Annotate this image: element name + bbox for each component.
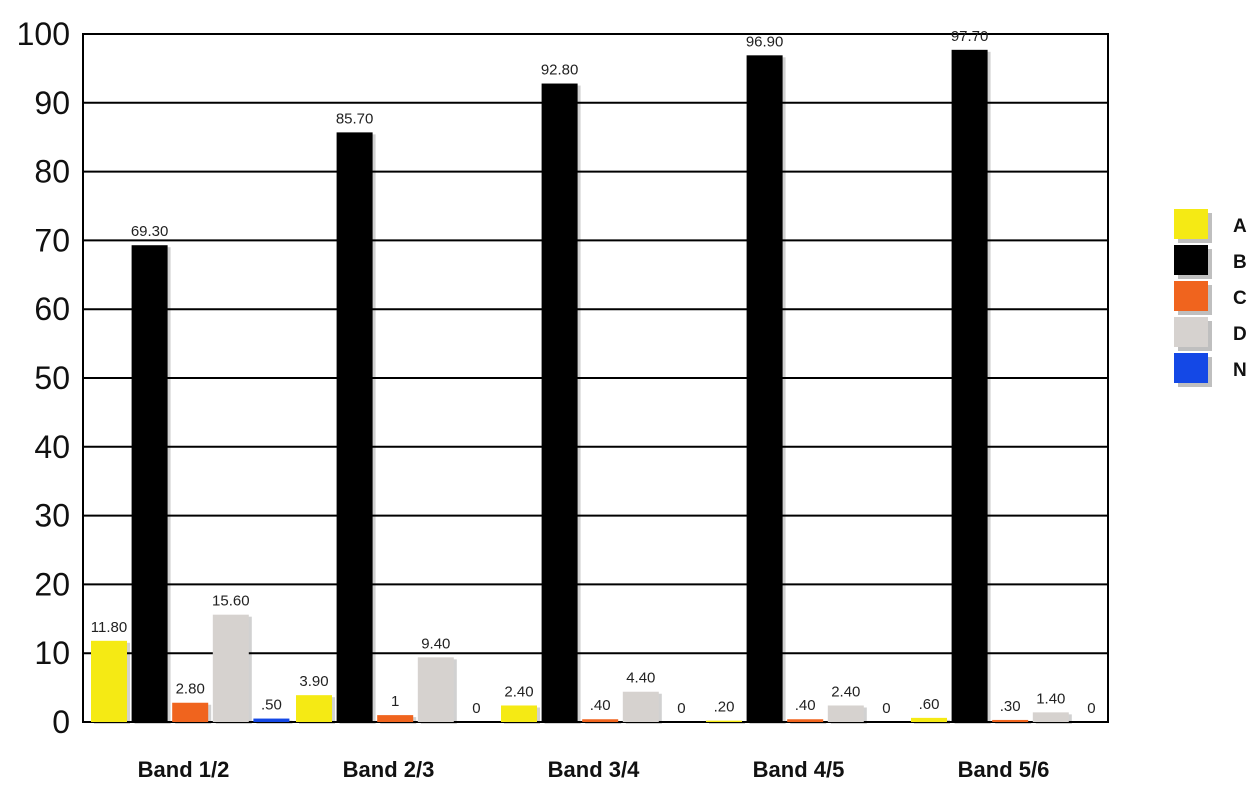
y-tick-label: 30 <box>34 498 70 534</box>
data-label: 0 <box>882 700 890 717</box>
y-axis-ticks: 0 10 20 30 40 50 60 70 80 90 100 <box>17 16 70 740</box>
bar <box>377 715 414 722</box>
bar <box>787 719 824 722</box>
legend-swatch <box>1174 317 1208 347</box>
data-label: 1 <box>391 693 399 710</box>
legend-swatch <box>1174 353 1208 383</box>
legend-label: A <box>1233 216 1247 237</box>
y-tick-label: 20 <box>34 566 70 602</box>
x-tick-label: Band 3/4 <box>548 757 640 782</box>
bar <box>417 657 454 722</box>
y-tick-label: 70 <box>34 222 70 258</box>
data-label: 2.80 <box>176 681 205 698</box>
bar <box>296 695 332 722</box>
data-label: 2.40 <box>831 683 860 700</box>
bar <box>706 720 742 722</box>
bar <box>1032 712 1069 722</box>
data-label: 92.80 <box>541 62 579 79</box>
data-label: .40 <box>590 697 611 714</box>
legend-label: D <box>1233 324 1247 345</box>
y-tick-label: 50 <box>34 360 70 396</box>
legend-swatch <box>1174 245 1208 275</box>
data-label: .50 <box>261 697 282 714</box>
bar <box>336 132 373 722</box>
data-label: 0 <box>472 700 480 717</box>
data-label: 69.30 <box>131 223 169 240</box>
data-label: .40 <box>795 697 816 714</box>
y-tick-label: 10 <box>34 635 70 671</box>
y-tick-label: 0 <box>52 704 70 740</box>
bar <box>172 702 209 722</box>
bar-shadow <box>256 720 293 724</box>
bar-shadow <box>995 721 1032 724</box>
data-label: .60 <box>919 696 940 713</box>
bar <box>131 245 168 722</box>
bar <box>746 55 783 722</box>
data-label: 85.70 <box>336 110 374 127</box>
data-label: 0 <box>1087 700 1095 717</box>
data-label: 9.40 <box>421 635 450 652</box>
y-tick-label: 90 <box>34 85 70 121</box>
bar <box>827 705 864 722</box>
bar-shadow <box>585 721 622 724</box>
y-tick-label: 80 <box>34 154 70 190</box>
data-label: 4.40 <box>626 670 655 687</box>
y-tick-label: 60 <box>34 291 70 327</box>
bar <box>622 691 659 722</box>
bars <box>91 49 1072 725</box>
bar <box>253 718 290 722</box>
data-label: .30 <box>1000 698 1021 715</box>
legend-swatch <box>1174 209 1208 239</box>
legend-label: N <box>1233 360 1247 381</box>
bar-shadow <box>790 721 827 724</box>
data-label: 3.90 <box>299 673 328 690</box>
x-tick-label: Band 1/2 <box>138 757 230 782</box>
gridlines <box>82 33 1109 723</box>
data-label: 11.80 <box>91 619 127 636</box>
data-label: 97.70 <box>951 28 989 45</box>
bar <box>582 719 619 722</box>
data-label: 96.90 <box>746 33 784 50</box>
y-tick-label: 40 <box>34 429 70 465</box>
bar <box>951 49 988 723</box>
x-tick-label: Band 4/5 <box>753 757 845 782</box>
bar-shadow <box>709 722 745 724</box>
data-label: 0 <box>677 700 685 717</box>
bar <box>911 717 947 722</box>
data-label: 15.60 <box>212 593 250 610</box>
bar <box>91 640 127 722</box>
legend-label: C <box>1233 288 1247 309</box>
bar <box>212 614 249 722</box>
bar <box>501 705 537 722</box>
x-axis-ticks: Band 1/2 Band 2/3 Band 3/4 Band 4/5 Band 5/6 <box>138 757 1050 782</box>
bar <box>541 83 578 722</box>
legend-label: B <box>1233 252 1247 273</box>
bar <box>992 719 1029 722</box>
y-tick-label: 100 <box>17 16 70 52</box>
x-tick-label: Band 2/3 <box>343 757 435 782</box>
x-tick-label: Band 5/6 <box>958 757 1050 782</box>
data-label: 1.40 <box>1036 690 1065 707</box>
data-label: .20 <box>714 699 735 716</box>
legend-swatch <box>1174 281 1208 311</box>
data-labels: 11.80 69.30 2.80 15.60 .50 3.90 85.70 1 9.40 0 2.4… <box>91 28 1096 717</box>
data-label: 2.40 <box>504 683 533 700</box>
